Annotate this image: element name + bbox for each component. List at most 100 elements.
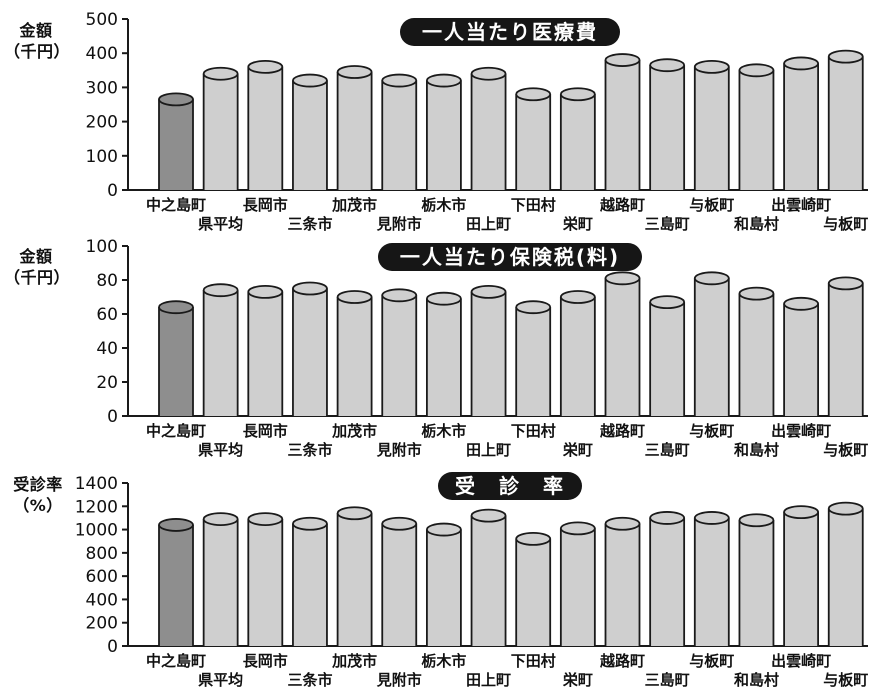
bar-body	[337, 72, 372, 190]
bar-top-cap	[158, 300, 194, 315]
category-label: 和島村	[734, 215, 779, 233]
bar-top-cap	[292, 516, 328, 531]
category-label: 栄町	[562, 671, 593, 689]
bar-7	[425, 73, 462, 190]
category-label: 出雲崎町	[771, 196, 831, 214]
bar-9	[515, 300, 552, 416]
bar-top-cap	[336, 290, 373, 304]
bar-11	[604, 516, 641, 646]
bar-top-cap	[515, 300, 552, 315]
bar-top-cap	[515, 531, 552, 546]
y-tick-label: 300	[86, 78, 118, 98]
bar-7	[425, 291, 462, 416]
bar-top-cap	[738, 286, 775, 301]
bar-body	[426, 80, 461, 190]
bar-top-cap	[158, 518, 194, 532]
bar-top-cap	[649, 295, 686, 310]
category-label: 中之島町	[146, 196, 206, 214]
category-label: 越路町	[599, 652, 645, 670]
category-label: 県平均	[198, 441, 243, 459]
bar-top-cap	[693, 511, 730, 525]
bar-2	[202, 512, 239, 646]
bar-top-cap	[202, 66, 239, 81]
bar-top-cap	[783, 56, 819, 71]
bar-body	[605, 60, 640, 190]
category-label: 三条市	[287, 671, 332, 689]
chart-title-consultation-rate: 受 診 率	[438, 472, 582, 500]
category-label: 三島町	[645, 671, 690, 689]
bar-body	[650, 517, 685, 646]
bar-top-cap	[783, 296, 819, 311]
bar-body	[337, 297, 372, 416]
bar-body	[248, 291, 283, 416]
unit-line: 金額	[19, 21, 53, 40]
bar-top-cap	[247, 284, 284, 299]
category-label: 下田村	[511, 196, 556, 214]
y-axis-unit-label-insurance-tax: 金額 （千円）	[4, 246, 70, 288]
bar-body	[471, 73, 506, 190]
category-label: 三島町	[645, 441, 690, 459]
bar-16	[827, 276, 864, 416]
bar-body	[159, 524, 193, 646]
bar-body	[292, 523, 327, 646]
bar-12	[649, 58, 686, 190]
y-tick-label: 600	[86, 567, 118, 587]
bar-body	[605, 278, 640, 416]
category-label: 田上町	[466, 441, 511, 459]
bar-1	[158, 92, 194, 190]
bar-body	[784, 303, 819, 416]
bar-body	[560, 297, 595, 416]
category-label: 栄町	[562, 441, 593, 459]
bar-15	[783, 296, 819, 416]
bar-5	[336, 65, 373, 190]
bar-16	[827, 49, 864, 191]
y-tick-label: 200	[86, 113, 118, 133]
y-tick-label: 40	[96, 339, 118, 359]
bar-body	[292, 288, 327, 416]
bar-body	[292, 80, 327, 190]
category-label: 見附市	[376, 441, 422, 459]
bar-top-cap	[470, 508, 507, 523]
bar-body	[382, 523, 417, 646]
bar-5	[336, 290, 373, 416]
bar-body	[605, 523, 640, 646]
category-label: 三条市	[287, 441, 332, 459]
bar-body	[248, 519, 283, 646]
y-tick-label: 500	[86, 10, 118, 30]
category-label: 県平均	[198, 671, 243, 689]
bar-top-cap	[247, 59, 284, 74]
bar-body	[159, 307, 193, 416]
bar-body	[471, 515, 506, 646]
bar-body	[739, 70, 774, 190]
bar-top-cap	[158, 92, 194, 107]
bar-body	[159, 99, 193, 190]
bar-body	[426, 529, 461, 646]
bar-top-cap	[202, 512, 239, 526]
category-label: 栄町	[562, 215, 593, 233]
bar-10	[559, 87, 596, 190]
category-label: 出雲崎町	[771, 422, 831, 440]
bar-top-cap	[515, 87, 552, 102]
y-tick-label: 20	[96, 373, 118, 393]
category-label: 田上町	[466, 215, 511, 233]
bar-3	[247, 59, 284, 190]
bar-body	[828, 56, 863, 191]
bar-body	[650, 302, 685, 416]
y-tick-label: 1000	[75, 521, 118, 541]
category-label: 中之島町	[146, 422, 206, 440]
bar-8	[470, 66, 507, 190]
bar-top-cap	[336, 65, 373, 79]
bar-4	[292, 281, 328, 416]
category-label: 加茂市	[331, 196, 377, 214]
bar-top-cap	[738, 513, 775, 528]
bar-body	[694, 66, 729, 190]
bar-top-cap	[470, 284, 507, 299]
bar-body	[650, 65, 685, 190]
bar-body	[828, 283, 863, 416]
bar-body	[382, 80, 417, 190]
category-label: 与板町	[823, 215, 868, 233]
y-tick-label: 400	[86, 590, 118, 610]
bar-13	[693, 59, 730, 190]
bar-15	[783, 56, 819, 190]
